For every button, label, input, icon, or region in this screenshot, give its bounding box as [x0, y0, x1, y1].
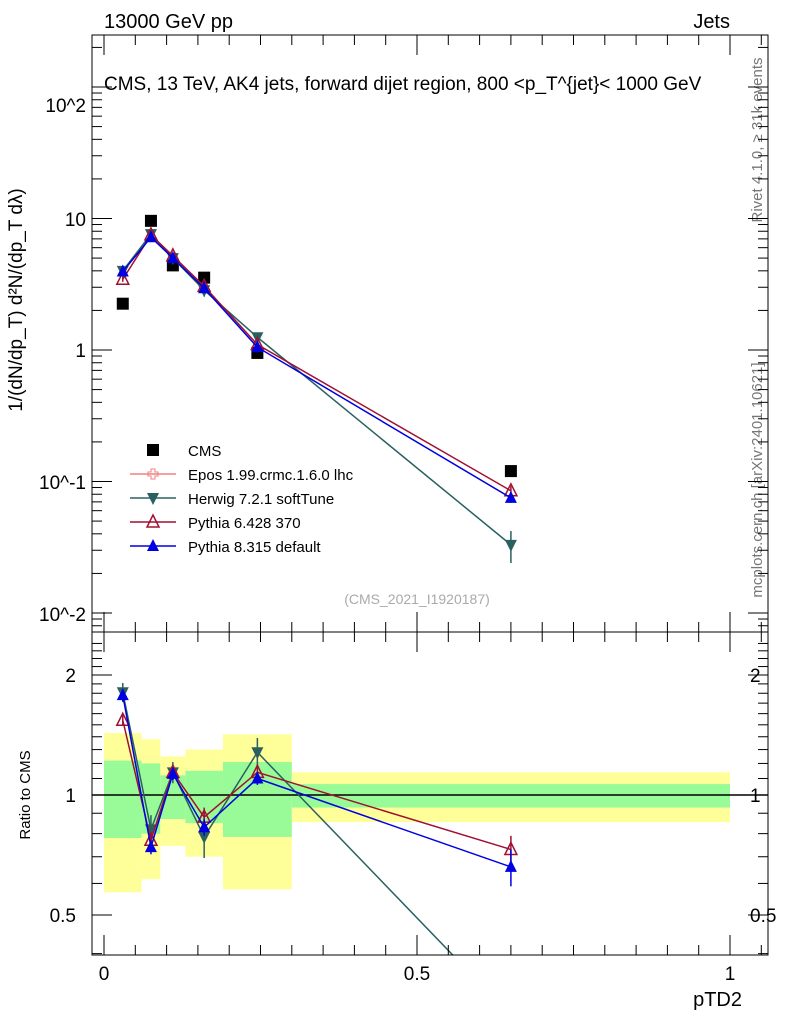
header-right: Jets [693, 11, 730, 33]
data-point [166, 251, 179, 264]
legend-marker [147, 493, 159, 505]
legend-label: CMS [188, 443, 221, 460]
data-point [115, 270, 130, 286]
y-tick-label: 10^-2 [39, 605, 86, 626]
data-point [116, 264, 129, 277]
data-point [504, 490, 517, 503]
analysis-watermark: (CMS_2021_I1920187) [344, 591, 490, 607]
y-axis-label: 1/(dN/dp_T) d²N/(dp_T dλ) [6, 188, 27, 412]
ratio-point [198, 820, 211, 833]
data-point [504, 539, 517, 552]
ratio-y-tick-label-right: 2 [750, 666, 761, 687]
ratio-y-tick-label: 0.5 [50, 906, 76, 927]
ratio-point [251, 771, 264, 784]
legend-marker [147, 444, 159, 456]
ratio-y-tick-label-right: 0.5 [750, 906, 776, 927]
y-tick-label: 10 [65, 210, 86, 231]
y-tick-label: 10^2 [45, 96, 86, 117]
legend-label: Pythia 8.315 default [188, 539, 321, 556]
ratio-point [144, 840, 157, 853]
ratio-point [115, 711, 130, 727]
x-tick-label: 0 [99, 964, 110, 985]
uncertainty-band-inner [291, 784, 730, 808]
data-point [144, 230, 157, 243]
header-left: 13000 GeV pp [104, 11, 233, 33]
legend-label: Pythia 6.428 370 [188, 515, 301, 532]
legend-marker [147, 468, 159, 480]
x-tick-label: 0.5 [404, 964, 430, 985]
x-axis-label: pTD2 [693, 989, 742, 1011]
ratio-point [251, 747, 264, 760]
ratio-point [198, 831, 211, 844]
mcplots-label: mcplots.cern.ch [arXiv:2401.10621] [749, 362, 766, 597]
ratio-y-tick-label: 2 [65, 666, 76, 687]
data-point [116, 297, 129, 310]
ratio-y-tick-label-right: 1 [750, 786, 761, 807]
ratio-y-tick-label: 1 [65, 786, 76, 807]
ratio-content [92, 682, 768, 1022]
legend-marker [147, 539, 159, 551]
ratio-plot-frame [91, 631, 769, 956]
ratio-point [116, 688, 129, 701]
ratio-point [505, 1010, 517, 1022]
data-point [198, 281, 211, 294]
chart-title: CMS, 13 TeV, AK4 jets, forward dijet reg… [104, 74, 702, 95]
legend-label: Epos 1.99.crmc.1.6.0 lhc [188, 467, 354, 484]
rivet-version-label: Rivet 4.1.0, ≥ 31k events [749, 58, 766, 223]
data-point [251, 340, 264, 353]
ratio-line-2 [122, 695, 512, 868]
y-tick-label: 10^-1 [39, 473, 86, 494]
ratio-panel: 0.5 0.5 1 1 2 2 0 0.5 1 [50, 631, 776, 1022]
uncertainty-band-inner [104, 760, 142, 839]
series-line-4 [122, 236, 512, 499]
ratio-point [504, 859, 517, 872]
data-point [144, 214, 157, 227]
main-panel [91, 34, 769, 633]
ratio-line-0 [122, 692, 454, 955]
y-tick-label: 1 [75, 341, 86, 362]
data-point [504, 465, 517, 478]
ratio-point [166, 766, 179, 779]
ratio-y-axis-label: Ratio to CMS [17, 750, 34, 839]
legend-marker [145, 513, 161, 528]
legend: CMS Epos 1.99.crmc.1.6.0 lhc Herwig 7.2.1 … [130, 443, 354, 556]
series-line-3 [122, 233, 512, 492]
x-tick-label: 1 [725, 964, 736, 985]
legend-label: Herwig 7.2.1 softTune [188, 491, 334, 508]
